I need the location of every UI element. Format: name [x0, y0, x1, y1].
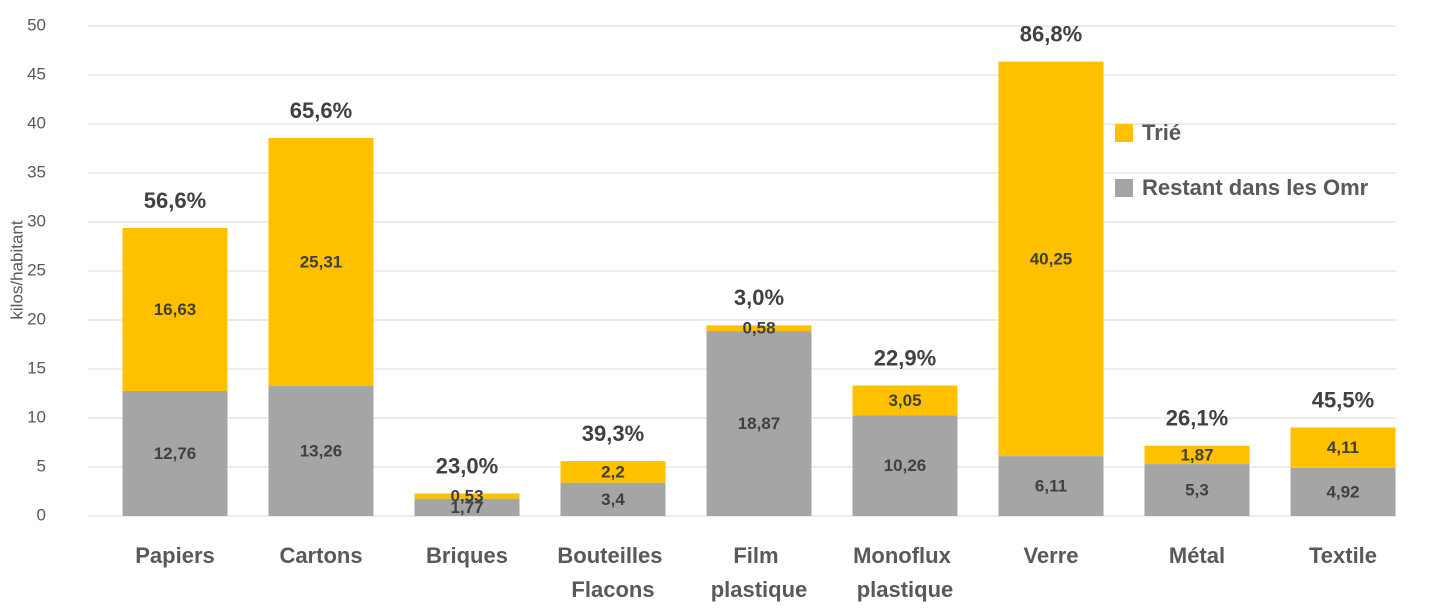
total-annotation: 23,0%	[436, 453, 498, 478]
data-label: 16,63	[154, 300, 197, 319]
x-tick-label: Briques	[426, 543, 508, 568]
data-label: 0,53	[450, 487, 483, 506]
bar-segment	[560, 482, 666, 516]
data-label: 2,2	[601, 462, 625, 481]
total-annotation: 3,0%	[734, 285, 784, 310]
total-annotation: 86,8%	[1020, 21, 1082, 46]
y-axis-label: kilos/habitant	[7, 220, 26, 320]
bar-segment	[560, 461, 666, 483]
x-tick-label: Textile	[1309, 543, 1377, 568]
data-label: 6,11	[1035, 477, 1067, 496]
bar-segment	[1144, 464, 1250, 516]
data-label: 25,31	[300, 253, 343, 272]
data-label: 13,26	[300, 442, 343, 461]
x-tick-label: Verre	[1023, 543, 1078, 568]
y-tick-label: 35	[27, 162, 46, 181]
total-annotation: 56,6%	[144, 188, 206, 213]
data-label: 4,92	[1326, 482, 1359, 501]
legend-label: Trié	[1142, 120, 1181, 145]
x-tick-label: Monoflux plastique	[853, 543, 957, 602]
data-label: 4,11	[1327, 438, 1359, 457]
total-annotation: 45,5%	[1312, 387, 1374, 412]
data-label: 0,58	[742, 319, 775, 338]
bar-segment	[122, 390, 228, 516]
data-label: 3,4	[601, 490, 625, 509]
y-tick-label: 40	[27, 113, 46, 132]
bar-segment	[998, 61, 1104, 457]
bar-segment	[1144, 445, 1250, 465]
x-tick-label: Bouteilles Flacons	[557, 543, 668, 602]
legend-label: Restant dans les Omr	[1142, 175, 1369, 200]
total-annotation: 65,6%	[290, 98, 352, 123]
total-annotation: 26,1%	[1166, 406, 1228, 431]
x-tick-label: Métal	[1169, 543, 1225, 568]
data-label: 40,25	[1030, 249, 1073, 268]
total-annotation: 39,3%	[582, 421, 644, 446]
data-label: 3,05	[888, 391, 921, 410]
bar-segment	[268, 386, 374, 516]
y-tick-label: 0	[37, 505, 46, 524]
legend-swatch	[1115, 179, 1133, 197]
bar-segment	[268, 138, 374, 387]
x-tick-label: Cartons	[279, 543, 362, 568]
y-tick-label: 50	[27, 15, 46, 34]
data-label: 5,3	[1185, 481, 1209, 500]
data-label: 1,77	[450, 498, 483, 517]
y-tick-label: 45	[27, 64, 46, 83]
y-tick-label: 30	[27, 211, 46, 230]
bar-segment	[414, 498, 520, 516]
y-tick-label: 10	[27, 407, 46, 426]
y-tick-label: 5	[37, 456, 46, 475]
bar-segment	[852, 385, 958, 416]
x-tick-label: Papiers	[135, 543, 215, 568]
data-label: 10,26	[884, 456, 927, 475]
total-annotation: 22,9%	[874, 345, 936, 370]
data-label: 12,76	[154, 444, 197, 463]
y-tick-label: 25	[27, 260, 46, 279]
bar-segment	[998, 456, 1104, 516]
bar-segment	[852, 415, 958, 516]
y-tick-label: 15	[27, 358, 46, 377]
y-tick-label: 20	[27, 309, 46, 328]
bar-segment	[1290, 467, 1396, 516]
bar-segment	[706, 331, 812, 516]
data-label: 1,87	[1180, 445, 1213, 464]
legend-swatch	[1115, 124, 1133, 142]
x-tick-label: Film plastique	[711, 543, 808, 602]
bar-segment	[1290, 427, 1396, 468]
bar-segment	[414, 493, 520, 499]
bar-segment	[122, 227, 228, 391]
bar-segment	[706, 325, 812, 332]
data-label: 18,87	[738, 414, 781, 433]
